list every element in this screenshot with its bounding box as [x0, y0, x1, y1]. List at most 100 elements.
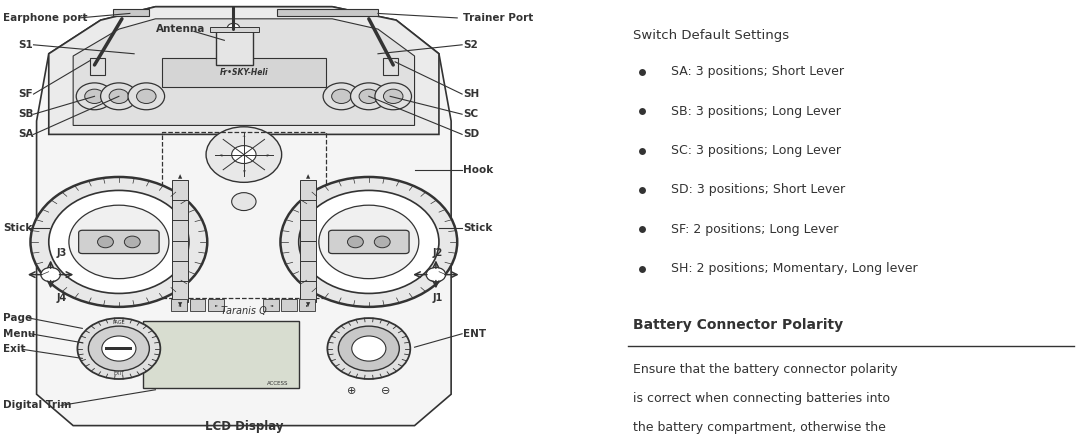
Text: >: >	[265, 152, 269, 157]
Circle shape	[281, 177, 457, 307]
Bar	[299, 299, 315, 311]
Text: Digital Trim: Digital Trim	[3, 401, 71, 410]
Circle shape	[97, 236, 113, 248]
Text: ►: ►	[215, 303, 218, 307]
Text: J2: J2	[433, 248, 443, 258]
Bar	[162, 58, 326, 87]
Text: ACCESS: ACCESS	[267, 381, 288, 387]
Text: ⊖: ⊖	[381, 386, 391, 396]
Bar	[300, 241, 316, 262]
Circle shape	[374, 236, 391, 248]
Bar	[172, 261, 188, 282]
Text: ◄: ◄	[178, 303, 181, 307]
Circle shape	[318, 205, 419, 279]
Text: ENT: ENT	[463, 329, 487, 339]
Bar	[113, 9, 149, 16]
Bar	[172, 281, 188, 302]
Text: SH: SH	[463, 89, 479, 99]
Text: EXIT: EXIT	[113, 370, 124, 376]
Circle shape	[78, 318, 161, 379]
Text: ►: ►	[306, 303, 310, 307]
Text: SH: 2 positions; Momentary, Long lever: SH: 2 positions; Momentary, Long lever	[671, 262, 917, 276]
Text: S1: S1	[18, 40, 33, 50]
Text: LCD Display: LCD Display	[205, 420, 283, 433]
Polygon shape	[37, 7, 451, 426]
Text: ▲: ▲	[305, 174, 310, 180]
Polygon shape	[73, 19, 414, 125]
Text: Stick: Stick	[3, 224, 32, 233]
Text: the battery compartment, otherwise the: the battery compartment, otherwise the	[633, 421, 886, 435]
Circle shape	[77, 83, 113, 110]
Text: SF: SF	[18, 89, 33, 99]
Circle shape	[124, 236, 140, 248]
Text: Switch Default Settings: Switch Default Settings	[633, 29, 789, 43]
Circle shape	[137, 89, 156, 103]
Text: Taranis Q: Taranis Q	[221, 306, 267, 316]
Bar	[277, 9, 378, 16]
Text: Battery Connector Polarity: Battery Connector Polarity	[633, 318, 843, 332]
Bar	[172, 220, 188, 242]
Text: J1: J1	[433, 293, 443, 303]
Text: SA: SA	[18, 129, 33, 139]
Text: Antenna: Antenna	[155, 24, 205, 34]
Circle shape	[101, 336, 136, 361]
Circle shape	[30, 177, 207, 307]
Text: Ensure that the battery connector polarity: Ensure that the battery connector polari…	[633, 363, 898, 376]
Text: Exit: Exit	[3, 345, 26, 354]
Circle shape	[359, 89, 379, 103]
Circle shape	[374, 83, 411, 110]
Circle shape	[88, 326, 149, 371]
Circle shape	[351, 83, 387, 110]
Text: SB: SB	[18, 109, 33, 119]
Bar	[300, 220, 316, 242]
Circle shape	[232, 193, 256, 211]
Circle shape	[100, 83, 137, 110]
Text: S2: S2	[463, 40, 478, 50]
Circle shape	[206, 127, 282, 182]
Circle shape	[339, 326, 399, 371]
Text: J3: J3	[57, 248, 67, 258]
Bar	[208, 299, 223, 311]
Circle shape	[327, 318, 410, 379]
Bar	[300, 261, 316, 282]
Circle shape	[49, 190, 189, 293]
Text: Trainer Port: Trainer Port	[463, 13, 534, 23]
Text: Fr•SKY-Heli: Fr•SKY-Heli	[219, 68, 269, 77]
Text: Menu: Menu	[3, 329, 36, 339]
Circle shape	[85, 89, 105, 103]
FancyBboxPatch shape	[79, 230, 159, 254]
Text: v: v	[243, 169, 245, 174]
Text: PAGE: PAGE	[112, 320, 125, 325]
Bar	[383, 58, 398, 75]
Bar	[172, 241, 188, 262]
Circle shape	[331, 89, 351, 103]
Text: ⊕: ⊕	[347, 386, 356, 396]
Text: ◄: ◄	[270, 303, 273, 307]
Polygon shape	[49, 7, 439, 134]
Text: ▼: ▼	[305, 302, 310, 307]
Bar	[300, 180, 316, 202]
Text: J4: J4	[57, 293, 67, 303]
Text: SC: 3 positions; Long Lever: SC: 3 positions; Long Lever	[671, 144, 841, 157]
Text: SC: SC	[463, 109, 478, 119]
Text: Stick: Stick	[463, 224, 493, 233]
Text: SD: SD	[463, 129, 479, 139]
Circle shape	[323, 83, 359, 110]
Bar	[172, 200, 188, 222]
Bar	[210, 27, 259, 32]
Circle shape	[426, 267, 446, 282]
Bar	[172, 180, 188, 202]
Bar	[300, 200, 316, 222]
Text: <: <	[219, 152, 222, 157]
Text: is correct when connecting batteries into: is correct when connecting batteries int…	[633, 392, 890, 405]
Text: ^: ^	[242, 135, 246, 140]
Bar	[281, 299, 297, 311]
Text: SD: 3 positions; Short Lever: SD: 3 positions; Short Lever	[671, 183, 845, 197]
Circle shape	[69, 205, 169, 279]
Circle shape	[383, 89, 402, 103]
Text: SA: 3 positions; Short Lever: SA: 3 positions; Short Lever	[671, 65, 844, 78]
Text: SF: 2 positions; Long Lever: SF: 2 positions; Long Lever	[671, 223, 838, 236]
Text: Earphone port: Earphone port	[3, 13, 87, 23]
Circle shape	[232, 146, 256, 164]
Bar	[91, 58, 106, 75]
